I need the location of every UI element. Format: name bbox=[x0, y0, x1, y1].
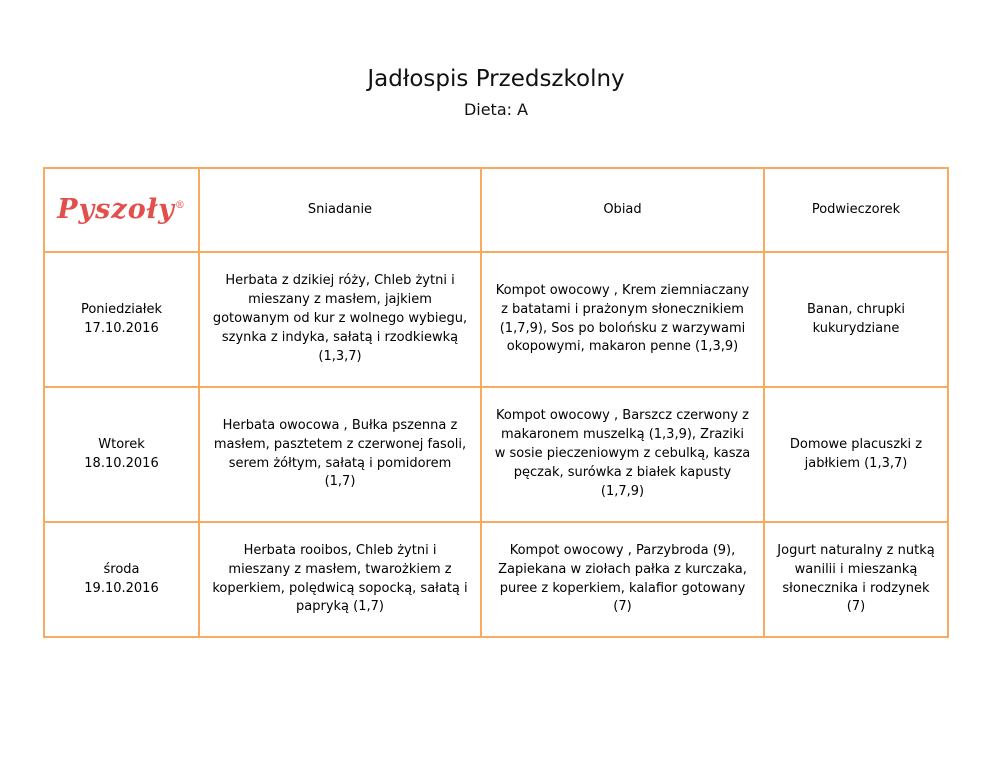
table-row-wednesday: środa 19.10.2016 Herbata rooibos, Chleb … bbox=[43, 521, 949, 638]
logo-text: Pyszoły bbox=[57, 194, 175, 226]
pyszoly-logo: Pyszoły® bbox=[57, 194, 186, 225]
menu-table: Pyszoły® Sniadanie Obiad Podwieczorek Po… bbox=[43, 167, 949, 638]
page-title: Jadłospis Przedszkolny bbox=[367, 66, 625, 92]
day-cell: Poniedziałek 17.10.2016 bbox=[43, 251, 200, 388]
breakfast-cell: Herbata rooibos, Chleb żytni i mieszany … bbox=[198, 521, 482, 638]
snack-cell: Banan, chrupki kukurydziane bbox=[763, 251, 949, 388]
day-cell: środa 19.10.2016 bbox=[43, 521, 200, 638]
diet-subtitle: Dieta: A bbox=[463, 100, 529, 119]
column-header-breakfast: Sniadanie bbox=[198, 167, 482, 253]
day-date: 18.10.2016 bbox=[84, 455, 159, 471]
registered-trademark-icon: ® bbox=[174, 200, 186, 212]
day-name: środa bbox=[103, 561, 140, 577]
day-cell: Wtorek 18.10.2016 bbox=[43, 386, 200, 523]
table-row-monday: Poniedziałek 17.10.2016 Herbata z dzikie… bbox=[43, 251, 949, 388]
column-header-snack: Podwieczorek bbox=[763, 167, 949, 253]
breakfast-cell: Herbata owocowa , Bułka pszenna z masłem… bbox=[198, 386, 482, 523]
column-header-dinner: Obiad bbox=[480, 167, 765, 253]
day-date: 19.10.2016 bbox=[84, 580, 159, 596]
snack-cell: Jogurt naturalny z nutką wanilii i miesz… bbox=[763, 521, 949, 638]
day-date: 17.10.2016 bbox=[84, 320, 159, 336]
dinner-cell: Kompot owocowy , Parzybroda (9), Zapieka… bbox=[480, 521, 765, 638]
table-row-tuesday: Wtorek 18.10.2016 Herbata owocowa , Bułk… bbox=[43, 386, 949, 523]
snack-cell: Domowe placuszki z jabłkiem (1,3,7) bbox=[763, 386, 949, 523]
logo-cell: Pyszoły® bbox=[43, 167, 200, 253]
day-name: Poniedziałek bbox=[80, 301, 163, 317]
breakfast-cell: Herbata z dzikiej róży, Chleb żytni i mi… bbox=[198, 251, 482, 388]
table-header-row: Pyszoły® Sniadanie Obiad Podwieczorek bbox=[43, 167, 949, 253]
dinner-cell: Kompot owocowy , Barszcz czerwony z maka… bbox=[480, 386, 765, 523]
dinner-cell: Kompot owocowy , Krem ziemniaczany z bat… bbox=[480, 251, 765, 388]
day-name: Wtorek bbox=[98, 436, 145, 452]
